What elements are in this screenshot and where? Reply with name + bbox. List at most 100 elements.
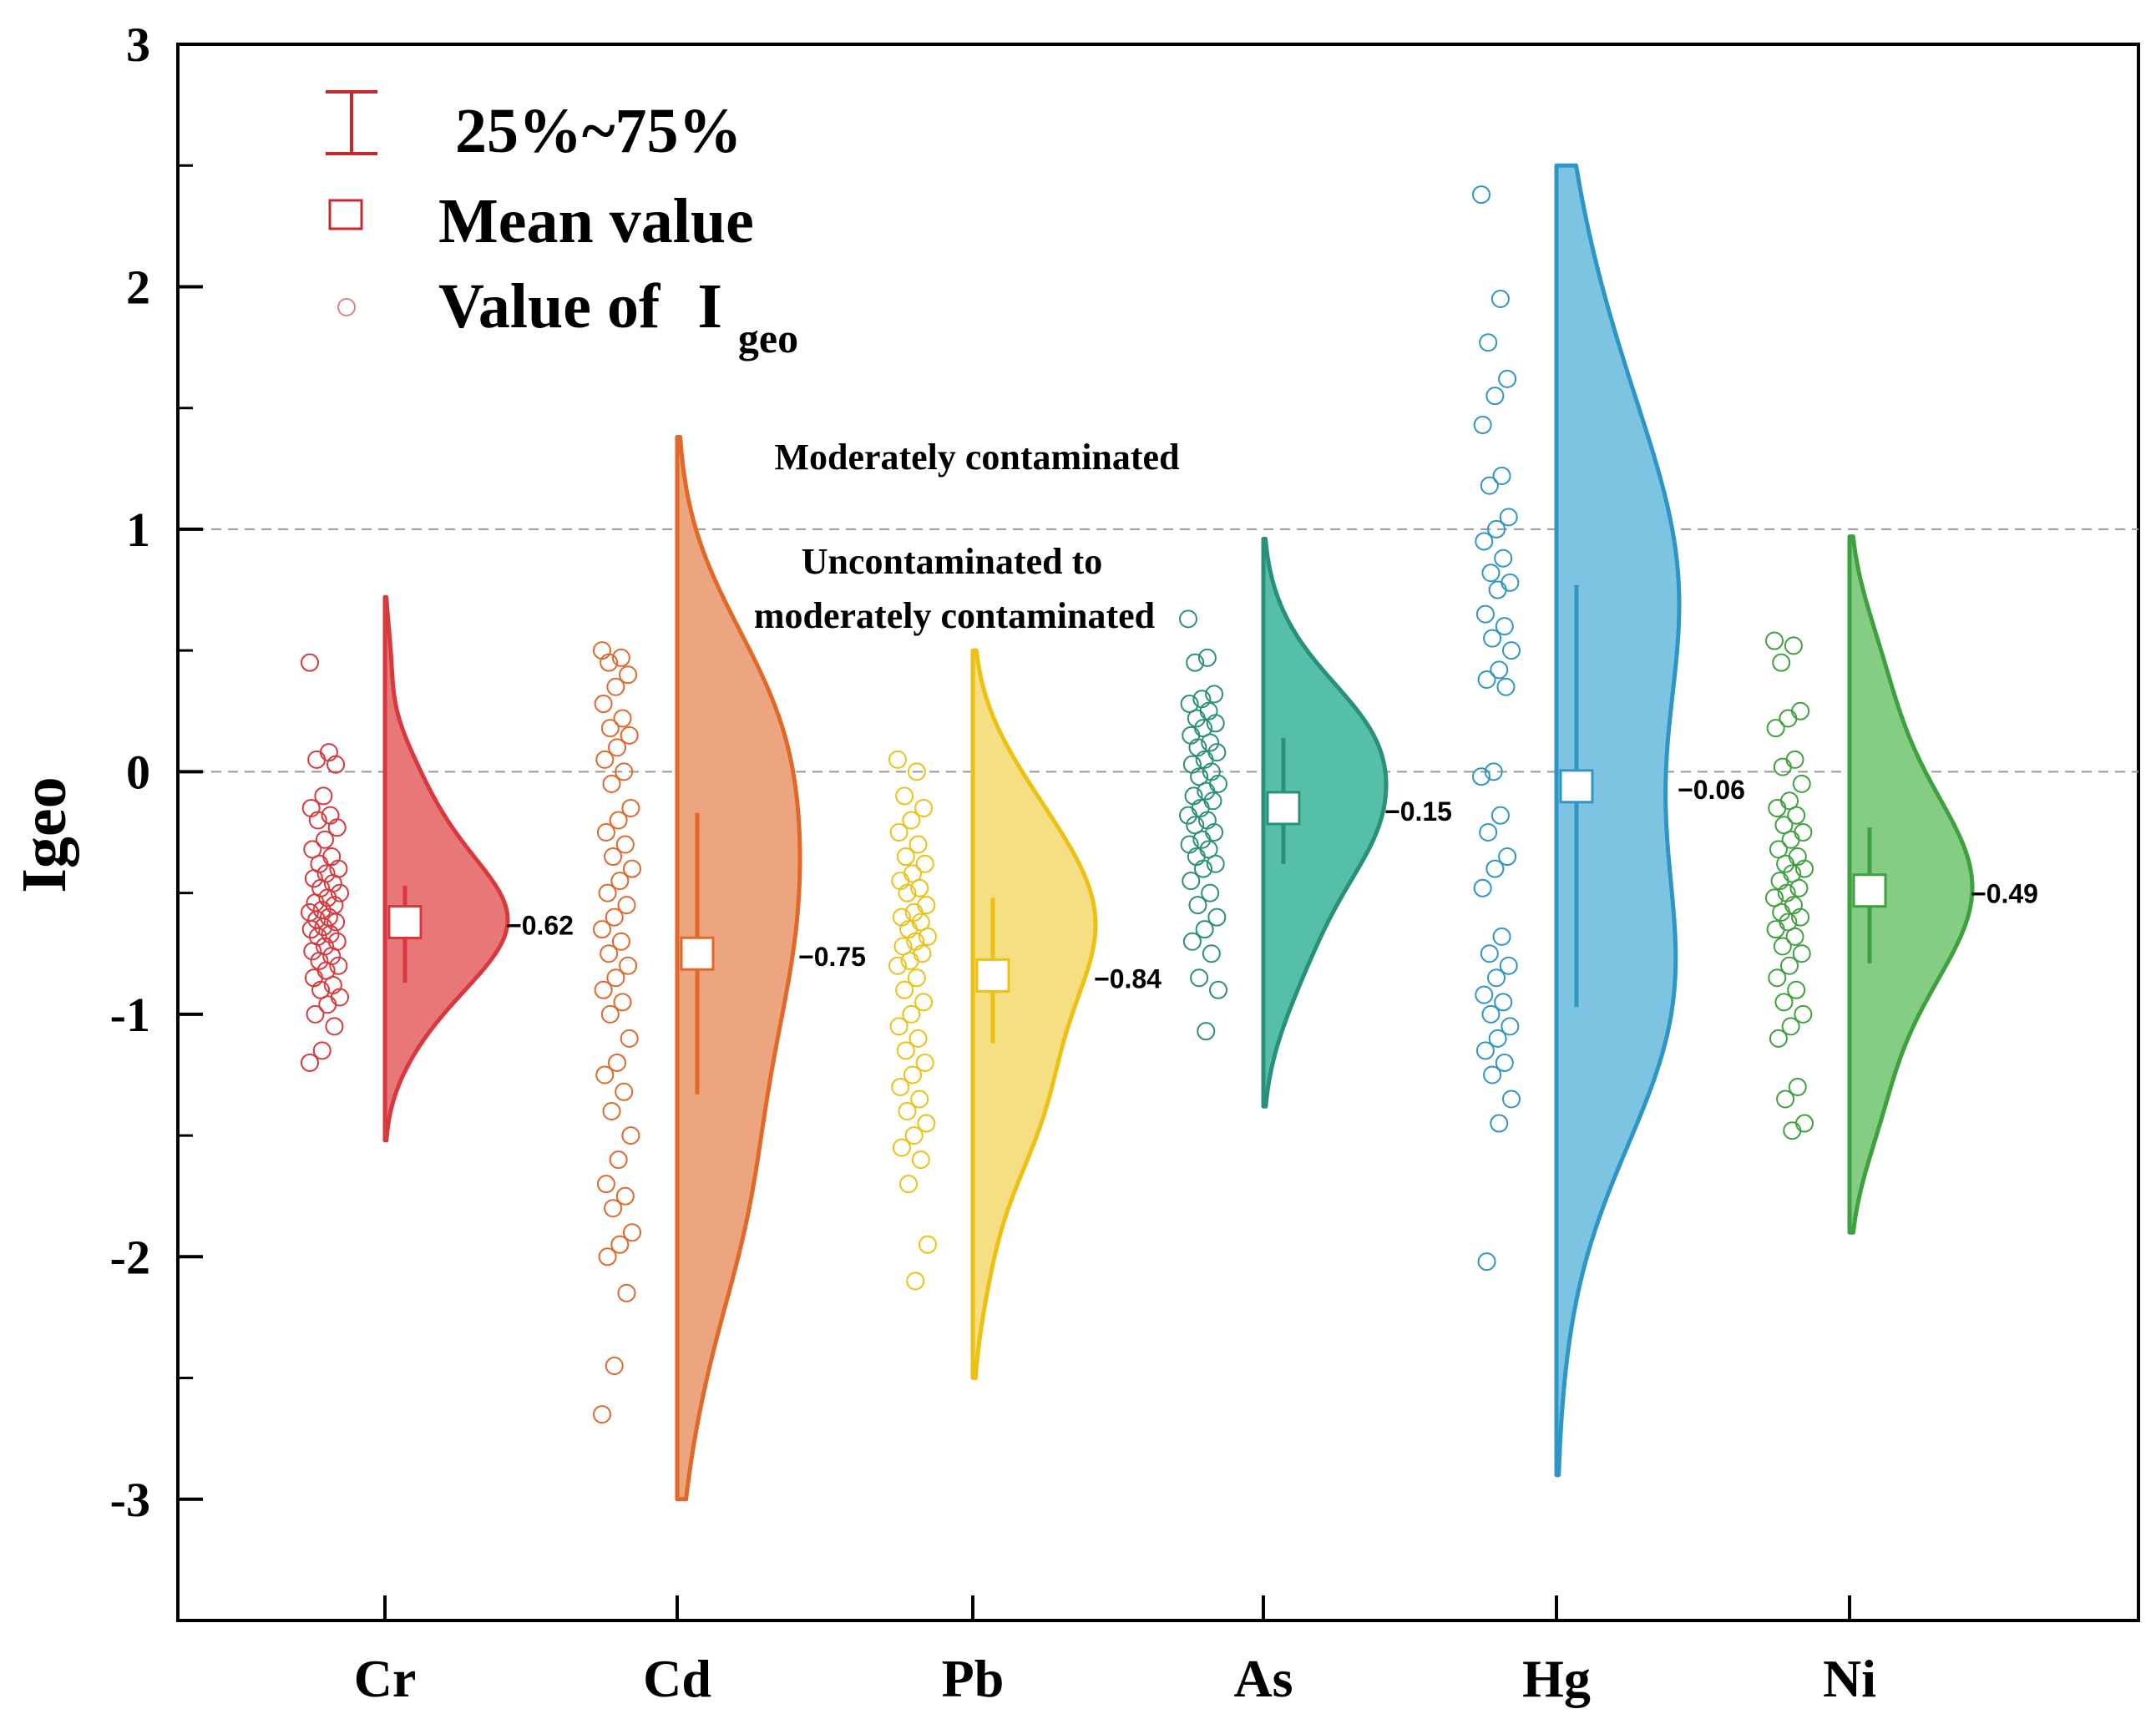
data-point (1789, 878, 1809, 897)
data-point (1472, 185, 1490, 205)
data-point (594, 695, 613, 714)
data-point (1473, 878, 1492, 897)
data-point (301, 920, 321, 939)
data-point (308, 811, 327, 830)
data-point (303, 942, 322, 961)
data-point (1498, 847, 1517, 867)
data-point (307, 910, 326, 929)
data-point (1197, 1022, 1216, 1041)
data-point (1495, 617, 1514, 636)
data-point (899, 1175, 919, 1194)
data-point (610, 872, 630, 891)
data-point (891, 872, 910, 891)
data-point (1779, 709, 1798, 728)
data-point (595, 1065, 615, 1084)
data-point (301, 798, 321, 817)
data-point (1772, 902, 1791, 922)
legend-range-icon (326, 90, 377, 155)
data-point (606, 677, 625, 696)
mean-marker (1266, 791, 1301, 826)
data-point (1186, 653, 1205, 672)
reference-lines (178, 528, 2138, 773)
data-point (1475, 604, 1495, 624)
data-point (1791, 908, 1810, 927)
data-point (1765, 888, 1784, 908)
data-point (917, 1114, 936, 1133)
data-point (1492, 927, 1511, 946)
data-point (613, 993, 632, 1012)
data-point (904, 902, 924, 922)
data-point (331, 988, 349, 1007)
data-point (1179, 609, 1197, 629)
data-point (1180, 695, 1199, 714)
data-point (600, 653, 619, 672)
data-point (1206, 714, 1225, 733)
data-point (319, 743, 338, 762)
data-point (619, 956, 638, 975)
data-point (1773, 757, 1792, 776)
data-point (1781, 1017, 1800, 1036)
data-point (900, 951, 919, 970)
data-point (911, 1150, 930, 1170)
data-point (914, 798, 934, 817)
data-point (318, 888, 337, 908)
x-tick-label-ni: Ni (1823, 1649, 1876, 1708)
data-point (906, 1272, 925, 1291)
data-point (604, 1199, 623, 1218)
data-point (1479, 333, 1498, 352)
data-point (1490, 660, 1509, 680)
data-point (594, 980, 613, 999)
data-point (1192, 830, 1212, 849)
data-point (1475, 532, 1494, 551)
data-point (1495, 1053, 1514, 1072)
data-point (1774, 993, 1794, 1012)
data-point (1182, 726, 1201, 745)
data-point (1477, 1252, 1496, 1272)
violin-half-pb (970, 648, 1098, 1381)
data-point (617, 1283, 636, 1302)
data-point (1480, 944, 1499, 963)
legend-value-prefix: Value of (438, 271, 661, 341)
data-point (1483, 1065, 1502, 1084)
data-point (1190, 968, 1209, 988)
data-point (617, 896, 636, 915)
data-point (593, 1405, 611, 1424)
data-point (1795, 1114, 1814, 1133)
data-point (600, 944, 619, 963)
data-point (310, 951, 329, 970)
data-point (1487, 519, 1506, 538)
mean-label: −0.49 (1971, 879, 2038, 909)
mean-label: −0.62 (506, 910, 574, 940)
data-point (1475, 985, 1494, 1004)
legend: 25%~75% Mean value Value of I geo (326, 90, 798, 361)
data-point (611, 932, 630, 951)
legend-mean-icon (328, 199, 363, 230)
data-point (1770, 872, 1789, 891)
data-point (1787, 806, 1806, 825)
data-point (615, 835, 635, 854)
data-point (1774, 816, 1794, 835)
y-tick-label: -1 (110, 988, 150, 1042)
data-point (620, 1029, 639, 1048)
data-point (1499, 508, 1518, 527)
data-point (895, 980, 914, 999)
data-point (1795, 859, 1814, 878)
data-point (1194, 859, 1212, 878)
data-point (1785, 750, 1804, 769)
data-point (621, 1126, 640, 1145)
data-point (899, 920, 919, 939)
data-point (904, 1126, 924, 1145)
x-tick-label-as: As (1233, 1649, 1293, 1708)
data-point (1784, 896, 1803, 915)
data-point (1473, 416, 1492, 435)
data-point (1481, 1004, 1501, 1024)
x-tick-label-hg: Hg (1522, 1649, 1591, 1708)
y-tick-label: 1 (126, 503, 150, 557)
data-point (600, 719, 620, 738)
data-point (1773, 937, 1792, 956)
data-point (326, 755, 346, 774)
data-point (898, 883, 917, 902)
data-point (1487, 968, 1506, 988)
data-point (1502, 1090, 1521, 1109)
data-point (608, 1053, 626, 1072)
